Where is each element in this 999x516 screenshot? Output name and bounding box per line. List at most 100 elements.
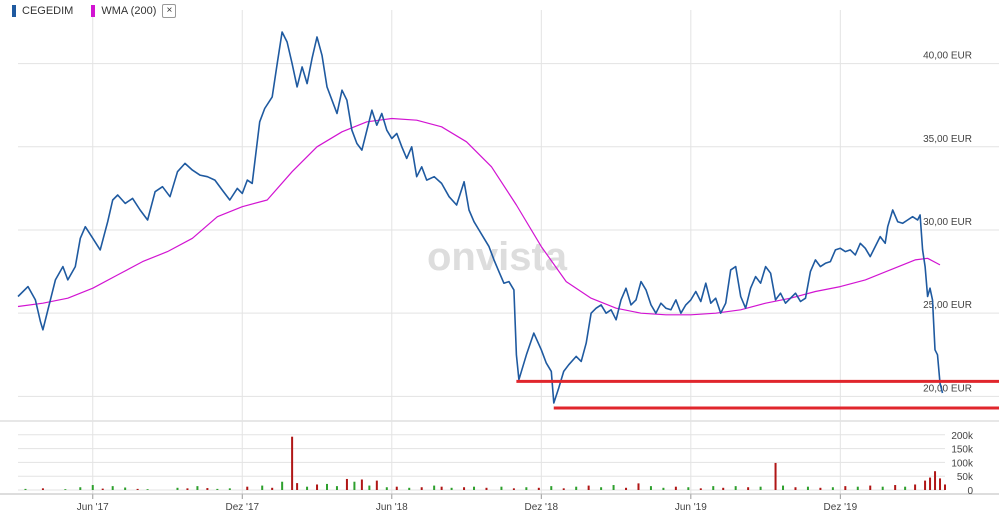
volume-bar bbox=[759, 486, 762, 490]
cegedim-price-line bbox=[17, 31, 944, 404]
volume-bar bbox=[291, 436, 294, 490]
x-axis: Jun '17 Dez '17 Jun '18 Dez '18 Jun '19 Dez '… bbox=[0, 493, 999, 513]
cegedim-swatch bbox=[12, 5, 16, 17]
volume-bar bbox=[929, 477, 932, 490]
volume-bar bbox=[600, 487, 603, 490]
volume-bar bbox=[794, 487, 797, 490]
volume-tick-label: 150k bbox=[951, 445, 974, 456]
volume-bar bbox=[904, 486, 907, 490]
volume-bar bbox=[637, 483, 640, 490]
volume-bar bbox=[512, 488, 515, 490]
volume-bar bbox=[146, 489, 149, 490]
x-tick-label: Dez '19 bbox=[824, 502, 858, 513]
volume-bar bbox=[774, 462, 777, 490]
volume-bar bbox=[186, 488, 189, 490]
price-tick-label: 25,00 EUR bbox=[923, 300, 972, 311]
volume-bar bbox=[353, 481, 356, 490]
volume-bar bbox=[881, 486, 884, 490]
volume-bar bbox=[206, 488, 209, 490]
support-lines bbox=[516, 379, 999, 410]
volume-bar bbox=[550, 486, 553, 490]
x-tick-label: Dez '17 bbox=[225, 502, 259, 513]
volume-bar bbox=[271, 487, 274, 490]
volume-axis: 0 50k 100k 150k 200k bbox=[951, 431, 974, 497]
volume-bar bbox=[687, 487, 690, 490]
wma-200-line bbox=[17, 117, 941, 316]
legend-cegedim-label: CEGEDIM bbox=[22, 5, 74, 17]
volume-bar bbox=[914, 484, 917, 490]
volume-grid-lines bbox=[18, 434, 945, 491]
price-tick-label: 30,00 EUR bbox=[923, 217, 972, 228]
volume-bar bbox=[111, 486, 114, 490]
volume-bar bbox=[326, 483, 328, 490]
volume-bar bbox=[934, 471, 937, 490]
volume-bar bbox=[433, 485, 436, 490]
volume-bar bbox=[831, 487, 834, 490]
volume-bar bbox=[587, 485, 590, 490]
volume-bar bbox=[306, 486, 309, 490]
volume-bar bbox=[24, 488, 27, 490]
grid-lines bbox=[0, 10, 999, 494]
volume-bar bbox=[856, 486, 859, 490]
volume-bar bbox=[473, 486, 476, 490]
x-tick-label: Jun '18 bbox=[376, 502, 408, 513]
volume-bar bbox=[450, 487, 453, 490]
volume-tick-label: 0 bbox=[967, 486, 973, 497]
volume-bar bbox=[612, 485, 615, 490]
price-tick-label: 40,00 EUR bbox=[923, 51, 972, 62]
volume-bar bbox=[41, 488, 44, 490]
volume-bar bbox=[79, 487, 82, 490]
volume-bar bbox=[944, 484, 946, 490]
volume-tick-label: 50k bbox=[957, 472, 974, 483]
volume-bar bbox=[316, 484, 319, 490]
volume-bar bbox=[485, 487, 488, 490]
close-icon[interactable]: × bbox=[162, 4, 177, 18]
volume-bar bbox=[806, 486, 809, 490]
volume-bars bbox=[24, 436, 946, 490]
volume-bar bbox=[196, 486, 199, 490]
volume-bar bbox=[124, 487, 127, 490]
price-tick-label: 35,00 EUR bbox=[923, 134, 972, 145]
volume-bar bbox=[261, 485, 264, 490]
volume-bar bbox=[649, 486, 652, 490]
volume-bar bbox=[562, 488, 565, 490]
volume-bar bbox=[699, 488, 702, 490]
x-tick-label: Dez '18 bbox=[525, 502, 559, 513]
price-axis: 40,00 EUR 35,00 EUR 30,00 EUR 25,00 EUR 20,0… bbox=[923, 51, 972, 395]
volume-bar bbox=[537, 487, 540, 490]
volume-bar bbox=[368, 485, 371, 490]
volume-tick-label: 100k bbox=[951, 458, 974, 469]
volume-bar bbox=[924, 480, 927, 490]
volume-bar bbox=[674, 486, 677, 490]
volume-bar bbox=[734, 486, 737, 490]
volume-bar bbox=[722, 487, 725, 490]
onvista-watermark: onvista bbox=[427, 235, 568, 279]
volume-bar bbox=[782, 485, 785, 490]
volume-bar bbox=[385, 487, 388, 490]
volume-bar bbox=[440, 486, 443, 490]
legend: CEGEDIM WMA (200) × bbox=[12, 4, 177, 18]
volume-bar bbox=[747, 487, 750, 490]
legend-wma-label: WMA (200) bbox=[101, 5, 157, 17]
volume-bar bbox=[575, 486, 578, 490]
series-lines bbox=[17, 31, 944, 404]
volume-bar bbox=[216, 488, 219, 490]
volume-bar bbox=[894, 485, 897, 490]
volume-bar bbox=[335, 486, 338, 490]
volume-bar bbox=[345, 478, 348, 490]
volume-bar bbox=[281, 481, 284, 490]
x-tick-label: Jun '19 bbox=[675, 502, 707, 513]
volume-bar bbox=[228, 488, 231, 490]
volume-bar bbox=[64, 489, 67, 490]
price-tick-label: 20,00 EUR bbox=[923, 383, 972, 394]
volume-bar bbox=[176, 487, 179, 490]
volume-bar bbox=[420, 487, 423, 490]
volume-tick-label: 200k bbox=[951, 431, 974, 442]
wma-swatch bbox=[91, 5, 96, 17]
volume-bar bbox=[844, 486, 847, 490]
volume-bar bbox=[625, 487, 628, 490]
volume-bar bbox=[869, 485, 872, 490]
volume-bar bbox=[101, 488, 104, 490]
volume-bar bbox=[136, 488, 139, 490]
